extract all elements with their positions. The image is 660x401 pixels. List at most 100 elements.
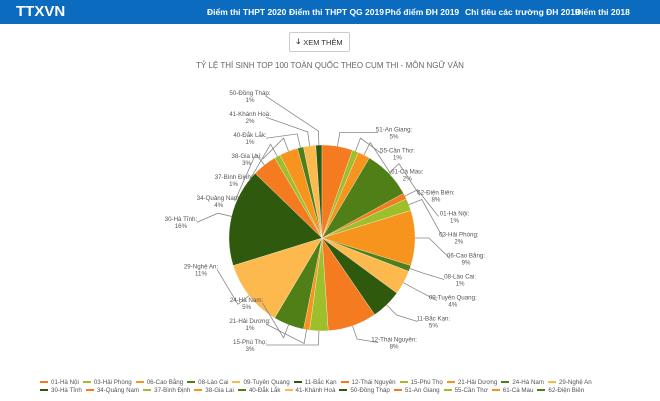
leader-line bbox=[265, 95, 320, 146]
legend-swatch bbox=[339, 389, 348, 392]
legend-label: 01-Hà Nội bbox=[51, 379, 79, 386]
legend-item[interactable]: 50-Đồng Tháp bbox=[339, 387, 390, 395]
legend-label: 03-Hải Phòng bbox=[93, 379, 132, 386]
leader-line bbox=[408, 199, 444, 238]
nav-pho-diem-2019[interactable]: Phổ điểm ĐH 2019 bbox=[385, 7, 460, 17]
nav-chi-tieu-2019[interactable]: Chỉ tiêu các trường ĐH 2019 bbox=[465, 7, 580, 17]
leader-line bbox=[262, 302, 289, 339]
leader-line bbox=[265, 116, 311, 146]
legend-label: 55-Cần Thơ bbox=[454, 387, 488, 394]
pie-slice[interactable] bbox=[232, 237, 323, 319]
legend-swatch bbox=[293, 381, 302, 384]
leader-line bbox=[363, 141, 392, 175]
chart-title: TỶ LỆ THÍ SINH TOP 100 TOÀN QUỐC THEO CỤ… bbox=[196, 61, 464, 70]
legend-label: 24-Hà Nam bbox=[512, 379, 544, 386]
legend-swatch bbox=[143, 389, 152, 392]
legend-label: 15-Phú Thọ bbox=[410, 379, 443, 386]
legend-swatch bbox=[491, 389, 500, 392]
slice-label: 03-Hải Phòng: bbox=[439, 231, 479, 238]
legend-item[interactable]: 55-Cần Thơ bbox=[443, 387, 488, 395]
nav-diem-thi-2018[interactable]: Điểm thi 2018 bbox=[575, 7, 630, 17]
legend-swatch bbox=[399, 381, 408, 384]
slice-label: 15-Phú Thọ: bbox=[233, 339, 267, 346]
legend-item[interactable]: 06-Cao Bằng bbox=[135, 379, 184, 387]
legend-item[interactable]: 37-Bình Định bbox=[143, 387, 190, 395]
legend-item[interactable]: 11-Bắc Kạn bbox=[293, 379, 337, 387]
legend-item[interactable]: 61-Cà Mau bbox=[491, 387, 533, 395]
slice-value: 1% bbox=[229, 181, 238, 188]
legend-swatch bbox=[232, 381, 241, 384]
legend-label: 11-Bắc Kạn bbox=[304, 379, 337, 386]
logo[interactable]: TTXVN bbox=[16, 3, 66, 20]
slice-label: 51-An Giang: bbox=[376, 126, 413, 133]
legend-item[interactable]: 21-Hải Dương bbox=[446, 379, 497, 387]
legend-item[interactable]: 12-Thái Nguyên bbox=[340, 379, 396, 387]
legend-item[interactable]: 34-Quảng Nam bbox=[85, 387, 139, 395]
slice-label: 38-Gia Lai: bbox=[231, 153, 262, 160]
legend-label: 29-Nghệ An bbox=[558, 379, 592, 386]
legend-item[interactable]: 08-Lào Cai bbox=[187, 379, 228, 387]
slice-value: 4% bbox=[448, 301, 457, 308]
slice-value: 1% bbox=[456, 280, 465, 287]
slice-value: 11% bbox=[195, 270, 207, 277]
slice-value: 1% bbox=[393, 154, 402, 161]
slice-value: 8% bbox=[390, 343, 399, 350]
slice-value: 3% bbox=[242, 160, 251, 167]
legend-item[interactable]: 41-Khánh Hoà bbox=[284, 387, 335, 395]
slice-value: 5% bbox=[429, 322, 438, 329]
slice-label: 21-Hải Dương: bbox=[229, 318, 270, 325]
legend-item[interactable]: 62-Điện Biên bbox=[537, 387, 584, 395]
legend-swatch bbox=[194, 389, 203, 392]
legend-label: 12-Thái Nguyên bbox=[351, 379, 396, 386]
slice-label: 08-Lào Cai: bbox=[444, 273, 476, 280]
pie-slice[interactable] bbox=[321, 157, 404, 239]
legend-swatch bbox=[40, 381, 48, 384]
slice-label: 55-Cần Thơ: bbox=[380, 147, 415, 154]
legend-item[interactable]: 15-Phú Thọ bbox=[399, 379, 443, 387]
legend-item[interactable]: 01-Hà Nội bbox=[40, 379, 79, 387]
slice-value: 2% bbox=[454, 238, 463, 245]
legend-item[interactable]: 40-Đắk Lắk bbox=[237, 387, 281, 395]
legend-swatch bbox=[85, 389, 94, 392]
legend-label: 51-An Giang bbox=[404, 387, 440, 394]
leader-line bbox=[352, 325, 379, 343]
legend-item[interactable]: 30-Hà Tĩnh bbox=[40, 387, 82, 395]
slice-value: 2% bbox=[246, 118, 255, 125]
slice-value: 1% bbox=[246, 139, 255, 146]
legend-label: 62-Điện Biên bbox=[548, 387, 585, 394]
leader-line bbox=[196, 212, 232, 223]
xem-them-label: XEM THÊM bbox=[303, 37, 343, 47]
legend-item[interactable]: 09-Tuyên Quang bbox=[232, 379, 290, 387]
slice-label: 01-Hà Nội: bbox=[440, 210, 470, 217]
slice-value: 5% bbox=[242, 304, 251, 311]
nav-diem-thi-thptqg-2019[interactable]: Điểm thi THPT QG 2019 bbox=[289, 7, 384, 17]
nav-diem-thi-2020[interactable]: Điểm thi THPT 2020 bbox=[207, 7, 287, 17]
slice-label: 37-Bình Định: bbox=[215, 174, 253, 181]
slice-label: 30-Hà Tĩnh: bbox=[165, 216, 198, 223]
legend-item[interactable]: 29-Nghệ An bbox=[547, 379, 592, 387]
leader-line bbox=[262, 137, 289, 160]
legend-item[interactable]: 38-Gia Lai bbox=[194, 387, 234, 395]
leader-line bbox=[265, 323, 307, 345]
legend-swatch bbox=[547, 381, 556, 384]
xem-them-button[interactable]: 🡓 XEM THÊM bbox=[289, 32, 350, 52]
slice-label: 06-Cao Bằng: bbox=[447, 252, 485, 259]
top-nav: TTXVN Điểm thi THPT 2020 Điểm thi THPT Q… bbox=[0, 0, 660, 24]
legend-item[interactable]: 03-Hải Phòng bbox=[82, 379, 132, 387]
slice-label: 09-Tuyên Quang: bbox=[429, 294, 477, 301]
slice-label: 29-Nghệ An: bbox=[184, 263, 219, 270]
legend-swatch bbox=[446, 381, 455, 384]
legend-item[interactable]: 51-An Giang bbox=[393, 387, 440, 395]
legend-item[interactable]: 24-Hà Nam bbox=[501, 379, 544, 387]
leader-line bbox=[388, 162, 421, 196]
legend-swatch bbox=[340, 381, 349, 384]
leader-line bbox=[415, 237, 451, 259]
slice-label: 61-Cà Mau: bbox=[391, 168, 424, 175]
legend-label: 40-Đắk Lắk bbox=[248, 387, 281, 394]
slice-value: 4% bbox=[214, 202, 223, 209]
slice-value: 1% bbox=[246, 325, 255, 332]
slice-value: 5% bbox=[390, 133, 399, 140]
leader-line bbox=[404, 189, 439, 217]
legend-label: 06-Cao Bằng bbox=[146, 379, 184, 386]
